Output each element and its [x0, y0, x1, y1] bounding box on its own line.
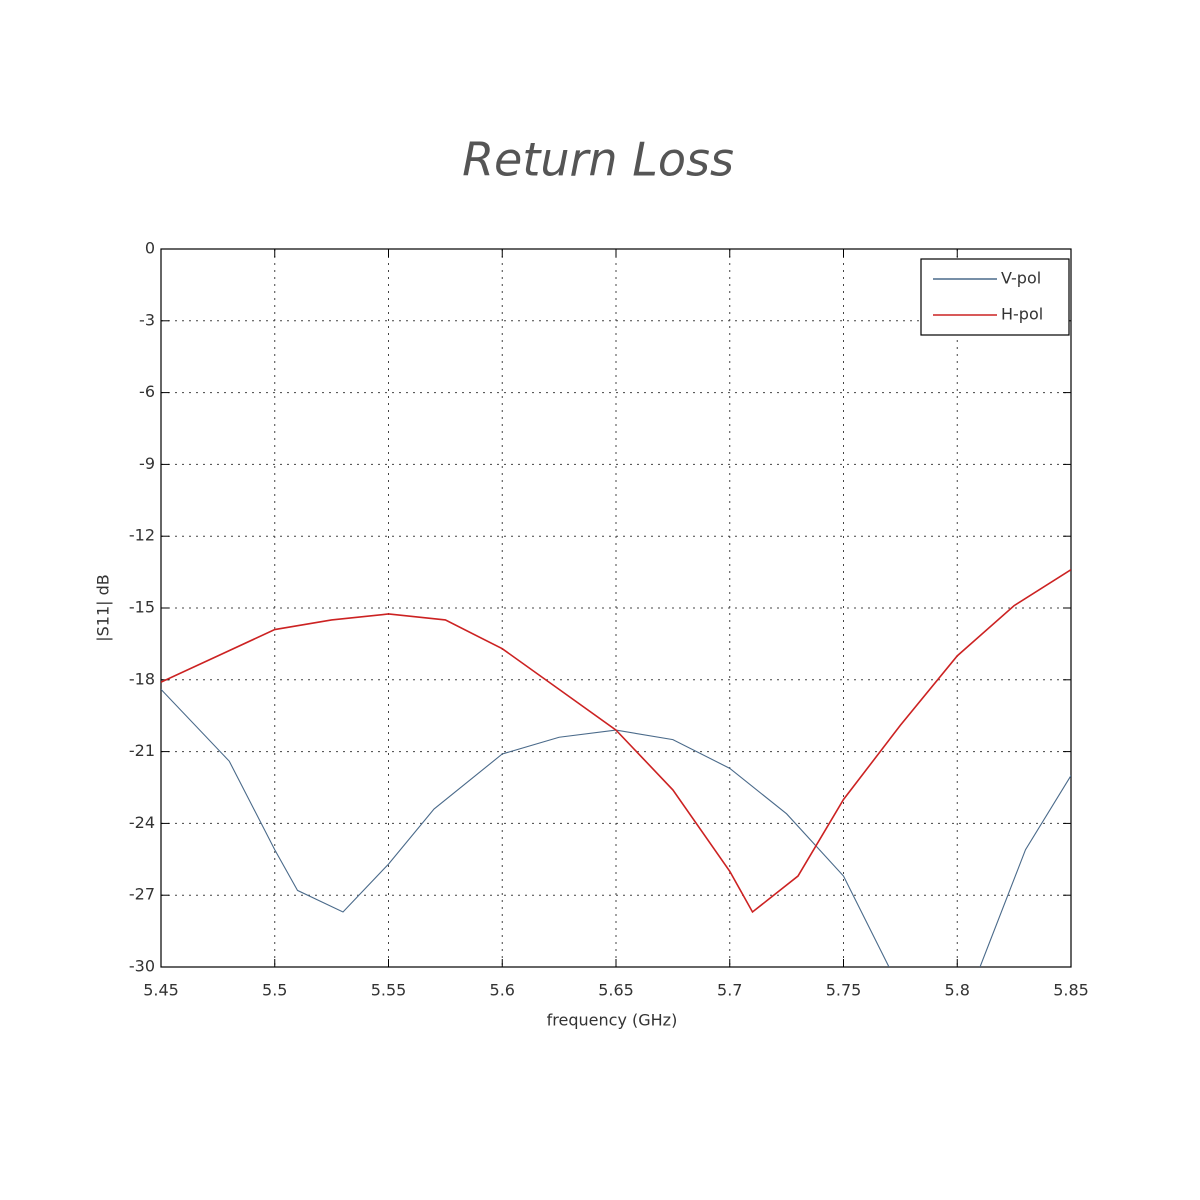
data-line	[161, 569, 1071, 914]
x-tick-label: 5.55	[371, 981, 407, 1000]
x-tick-label: 5.45	[143, 981, 179, 1000]
x-axis-label: frequency (GHz)	[547, 1011, 678, 1030]
y-axis-label: |S11| dB	[94, 574, 113, 642]
chart-title: Return Loss	[462, 133, 734, 187]
x-tick-label: 5.6	[490, 981, 515, 1000]
y-tick-label: -12	[129, 526, 155, 545]
x-tick-label: 5.5	[262, 981, 287, 1000]
legend-label: H-pol	[1001, 305, 1043, 324]
x-tick-label: 5.65	[598, 981, 634, 1000]
data-line	[161, 688, 1071, 967]
y-tick-label: -18	[129, 669, 155, 688]
plot-area	[161, 569, 1071, 967]
y-tick-label: -15	[129, 598, 155, 617]
y-tick-label: -30	[129, 957, 155, 976]
x-tick-label: 5.75	[826, 981, 862, 1000]
y-tick-label: 0	[145, 239, 155, 258]
plot-frame	[160, 248, 1072, 968]
y-tick-label: -27	[129, 885, 155, 904]
legend-box	[920, 258, 1070, 336]
legend-label: V-pol	[1001, 269, 1041, 288]
y-tick-label: -9	[139, 454, 155, 473]
x-tick-label: 5.8	[945, 981, 970, 1000]
y-tick-label: -24	[129, 813, 155, 832]
x-tick-label: 5.7	[717, 981, 742, 1000]
y-tick-label: -3	[139, 310, 155, 329]
y-tick-label: -21	[129, 741, 155, 760]
x-tick-label: 5.85	[1053, 981, 1089, 1000]
y-tick-label: -6	[139, 382, 155, 401]
